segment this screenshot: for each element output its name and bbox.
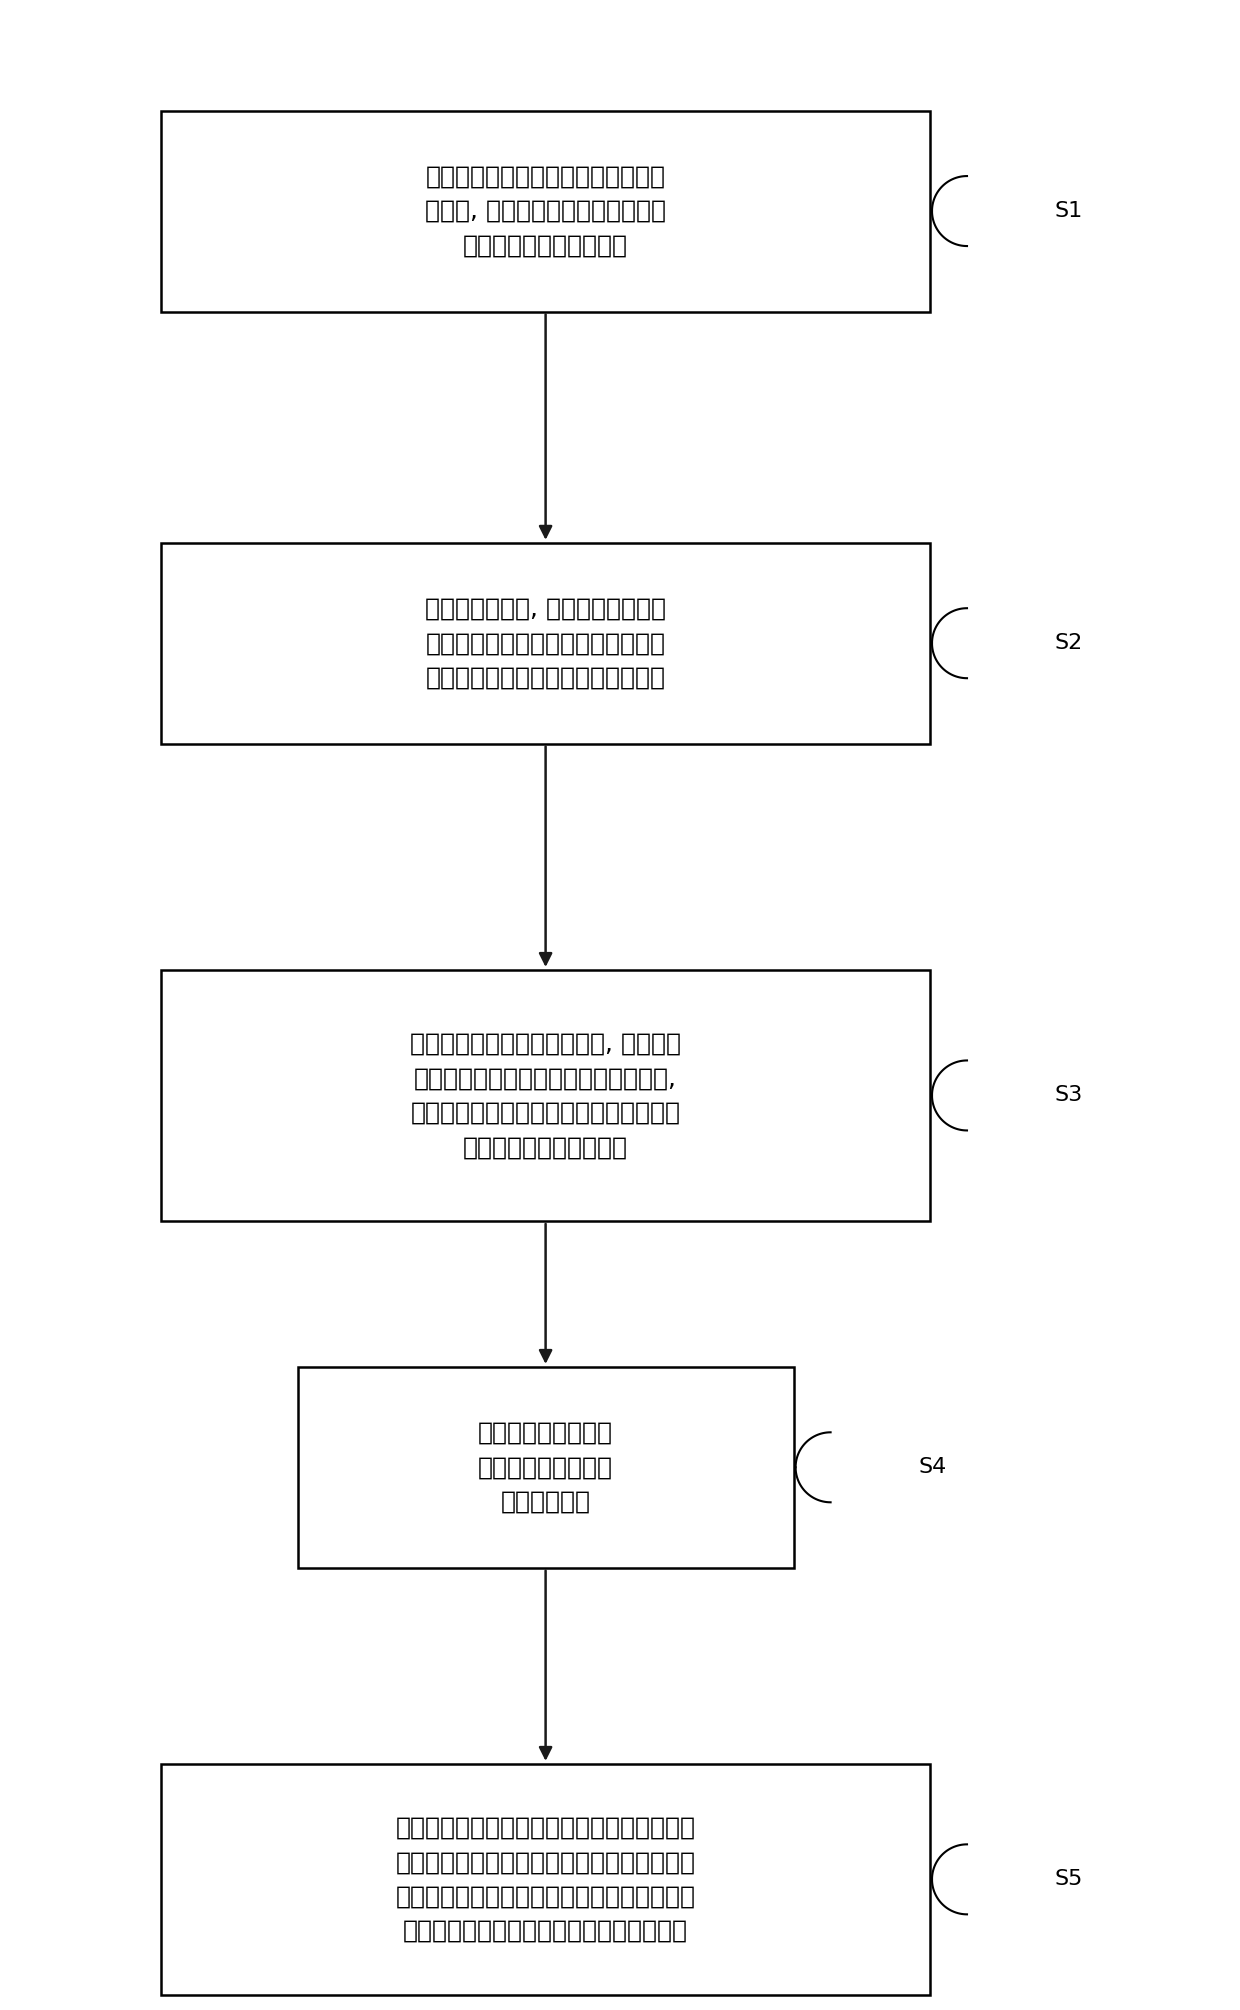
Bar xyxy=(161,1765,930,1994)
Text: 获取历史实况风速数据和历史预测风
速数据, 计算历史实况风速数据和历
史预测风速数据的平均值: 获取历史实况风速数据和历史预测风 速数据, 计算历史实况风速数据和历 史预测风速… xyxy=(425,165,666,257)
Bar xyxy=(161,111,930,312)
Text: S1: S1 xyxy=(1055,201,1084,221)
Text: 选择待预测时段, 计算待预测时段的
实况风速平均值、实况风速距平值、
预测风速平均值以及预测风速距平值: 选择待预测时段, 计算待预测时段的 实况风速平均值、实况风速距平值、 预测风速平… xyxy=(425,597,666,689)
Bar xyxy=(298,1367,794,1568)
Text: S3: S3 xyxy=(1055,1085,1084,1106)
Text: 选择待预测时段内某一时刻点, 计算时刻
点的实况风速距平值和预测风速距平值,
并根据实况风速距平值和预测风速距平值
计算时刻点的距平偏差值: 选择待预测时段内某一时刻点, 计算时刻 点的实况风速距平值和预测风速距平值, 并… xyxy=(410,1031,681,1160)
Text: S5: S5 xyxy=(1055,1869,1084,1889)
Bar xyxy=(161,543,930,744)
Text: 根据待测时刻点的预测风速数据、历史实况风
速数据平均值、历史预测风速数据平均值以及
待测时刻点的距平偏差值对待测时刻点的风速
数据进行订正从而为风速数据预报提供: 根据待测时刻点的预测风速数据、历史实况风 速数据平均值、历史预测风速数据平均值以… xyxy=(396,1815,696,1944)
Text: S4: S4 xyxy=(919,1457,947,1477)
Text: S2: S2 xyxy=(1055,633,1084,653)
Text: 根据时刻点的距平偏
差值计算待测时刻点
的距平偏差值: 根据时刻点的距平偏 差值计算待测时刻点 的距平偏差值 xyxy=(479,1421,613,1514)
Bar xyxy=(161,971,930,1220)
